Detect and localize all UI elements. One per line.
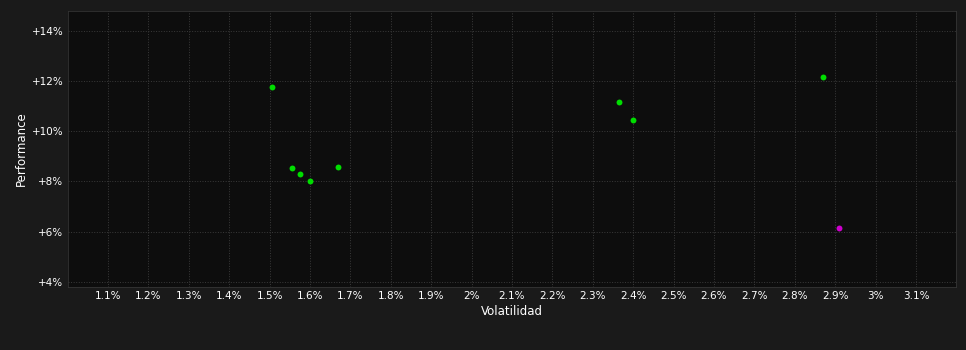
Point	[625, 117, 640, 122]
X-axis label: Volatilidad: Volatilidad	[481, 305, 543, 318]
Point	[284, 165, 299, 170]
Y-axis label: Performance: Performance	[14, 111, 28, 186]
Point	[330, 164, 346, 170]
Point	[815, 74, 831, 80]
Point	[292, 171, 307, 177]
Point	[302, 178, 318, 184]
Point	[611, 99, 627, 105]
Point	[832, 225, 847, 231]
Point	[264, 84, 279, 90]
